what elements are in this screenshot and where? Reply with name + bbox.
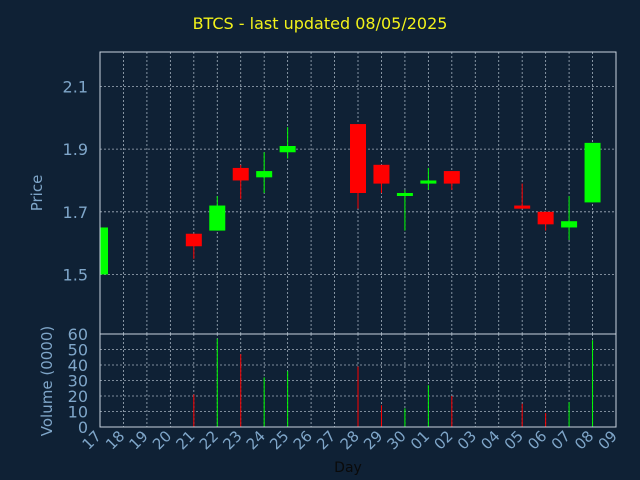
candle-body (185, 233, 202, 247)
day-tick-label: 06 (524, 427, 550, 453)
chart-title: BTCS - last updated 08/05/2025 (192, 14, 448, 33)
candle-body (373, 164, 390, 184)
candle-body (420, 180, 437, 184)
volume-tick-label: 20 (68, 387, 88, 406)
day-tick-label: 26 (290, 427, 316, 453)
candle-body (279, 146, 296, 153)
day-tick-label: 27 (313, 427, 339, 453)
day-tick-label: 02 (430, 427, 456, 453)
x-axis-label: Day (334, 460, 362, 476)
price-tick-label: 1.9 (63, 140, 88, 159)
volume-tick-label: 10 (68, 403, 88, 422)
price-tick-label: 1.5 (63, 265, 88, 284)
candle-body (396, 193, 413, 196)
price-tick-label: 2.1 (63, 77, 88, 96)
candle-body (537, 211, 554, 225)
volume-tick-label: 0 (78, 418, 88, 437)
day-tick-label: 07 (548, 427, 574, 453)
candle-body (350, 124, 366, 193)
volume-tick-label: 50 (68, 341, 88, 360)
day-tick-label: 03 (454, 427, 480, 453)
candle-body (100, 227, 108, 275)
day-tick-label: 30 (384, 427, 410, 453)
day-tick-label: 28 (337, 427, 363, 453)
volume-panel-frame (99, 333, 617, 428)
day-tick-label: 09 (595, 427, 621, 453)
candle-body (514, 205, 531, 209)
day-tick-label: 21 (172, 427, 198, 453)
day-tick-label: 18 (102, 427, 128, 453)
price-tick-labels: 1.5 1.7 1.9 2.1 (63, 77, 88, 284)
volume-tick-label: 40 (68, 356, 88, 375)
price-axis-label: Price (28, 175, 46, 212)
candle-body (443, 171, 460, 184)
price-tick-label: 1.7 (63, 203, 88, 222)
day-tick-label: 24 (243, 427, 269, 453)
candle-body (256, 171, 273, 178)
volume-axis-label: Volume (0000) (38, 326, 56, 436)
day-tick-label: 01 (407, 427, 433, 453)
day-tick-label: 04 (477, 427, 503, 453)
volume-tick-label: 60 (68, 325, 88, 344)
day-tick-label: 20 (149, 427, 175, 453)
day-tick-label: 23 (219, 427, 245, 453)
volume-bars (193, 338, 594, 427)
volume-tick-label: 30 (68, 372, 88, 391)
price-candles (99, 124, 601, 275)
candle-body (561, 221, 578, 228)
candle-body (584, 142, 601, 203)
day-tick-label: 25 (266, 427, 292, 453)
day-tick-label: 19 (126, 427, 152, 453)
candle-body (209, 205, 226, 231)
candle-body (232, 167, 249, 181)
day-tick-label: 22 (196, 427, 222, 453)
day-tick-labels: 1718192021222324252627282930010203040506… (79, 427, 621, 453)
day-tick-label: 05 (501, 427, 527, 453)
day-tick-label: 08 (571, 427, 597, 453)
day-tick-label: 29 (360, 427, 386, 453)
